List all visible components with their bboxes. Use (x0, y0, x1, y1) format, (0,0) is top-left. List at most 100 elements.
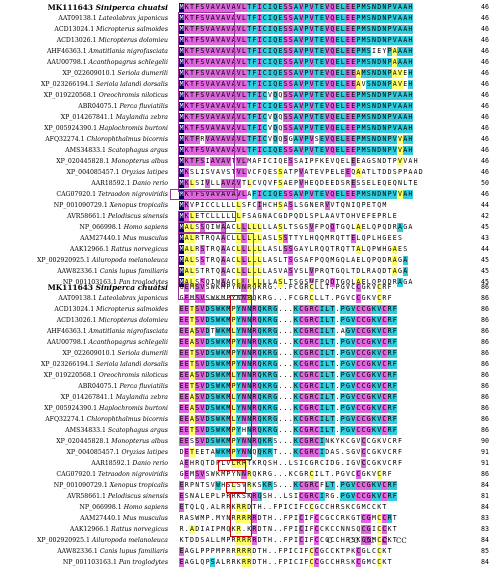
residue: L (236, 256, 242, 265)
residue: S (194, 382, 200, 391)
residue: E (184, 393, 190, 402)
residue: A (355, 278, 361, 287)
residue: G (366, 492, 372, 501)
residue: T (356, 514, 361, 522)
residue: P (231, 426, 237, 435)
residue: K (220, 316, 226, 325)
residue: E (184, 316, 190, 325)
residue: L (251, 267, 257, 276)
residue: V (199, 283, 205, 292)
residue: V (324, 91, 330, 100)
residue: E (340, 157, 345, 165)
residue: C (366, 459, 371, 467)
residue: P (303, 190, 309, 199)
residue: Q (257, 349, 263, 358)
residue: K (262, 404, 268, 413)
residue: E (184, 459, 190, 468)
residue: C (361, 382, 367, 391)
residue: L (236, 267, 242, 276)
residue: C (366, 448, 371, 456)
residue: T (184, 536, 189, 544)
residue: E (350, 102, 356, 111)
residue: V (350, 349, 356, 358)
residue: A (226, 267, 231, 275)
residue: C (298, 437, 304, 446)
residue: C (314, 415, 320, 424)
residue: S (199, 278, 205, 287)
residue: L (283, 278, 288, 286)
residue: C (298, 371, 304, 380)
residue: S (257, 481, 262, 489)
residue: V (236, 80, 242, 89)
residue: E (277, 58, 283, 67)
residue: E (179, 338, 185, 347)
residue: P (377, 223, 382, 231)
residue: L (257, 256, 263, 265)
residue: V (247, 168, 252, 176)
residue: R (304, 283, 309, 291)
residue: V (309, 69, 315, 78)
residue: E (335, 113, 341, 122)
residue: T (330, 267, 335, 275)
residue: L (371, 234, 376, 242)
residue: E (184, 349, 190, 358)
sequence-label: AAM27440.1 Mus musculus (80, 233, 168, 244)
residue: C (345, 437, 350, 445)
residue: R (246, 470, 252, 479)
residue: R (246, 481, 252, 490)
residue: A (184, 514, 189, 522)
residue: R (319, 201, 324, 209)
residue: V (324, 113, 330, 122)
residue: E (179, 382, 185, 391)
residue: E (350, 179, 356, 188)
residue: S (288, 91, 294, 100)
residue: P (215, 459, 220, 467)
residue: Q (262, 459, 267, 467)
residue: R (335, 503, 340, 511)
residue: G (351, 514, 356, 522)
residue: V (309, 278, 315, 287)
residue: V (257, 179, 262, 187)
residue: G (371, 459, 376, 467)
residue: G (345, 338, 351, 347)
residue: N (236, 283, 241, 291)
residue: C (314, 305, 320, 314)
residue: T (231, 168, 236, 176)
residue: S (356, 179, 361, 187)
residue: T (377, 168, 382, 176)
residue: S (247, 212, 252, 220)
residue: T (200, 212, 205, 220)
residue: R (309, 371, 315, 380)
residue: T (329, 316, 335, 325)
residue: T (189, 47, 195, 56)
residue: I (262, 157, 267, 165)
residue: R (309, 404, 315, 413)
residue: E (345, 190, 351, 199)
residue: G (361, 470, 366, 478)
residue: V (356, 212, 361, 220)
residue: F (392, 415, 398, 424)
residue: L (278, 256, 283, 264)
residue: I (293, 536, 298, 544)
residue: V (345, 294, 350, 302)
residue: V (236, 36, 242, 45)
residue: A (195, 492, 200, 500)
residue: F (241, 212, 246, 220)
alignment-row: ACD13024.1 Micropterus salmoides M K T F S V A V… (0, 24, 502, 35)
species-name: Scatophagus argus (107, 147, 168, 154)
cysteine-mark: CC (348, 537, 359, 545)
sequence-label: AAK12966.1 Rattus norvegicus (70, 524, 168, 535)
residue: T (387, 157, 392, 165)
residue: K (184, 124, 190, 133)
residue: V (309, 47, 315, 56)
residue: Q (272, 36, 278, 45)
residue: V (199, 371, 205, 380)
residue: . (283, 283, 288, 291)
residue: G (272, 338, 278, 347)
residue: P (210, 492, 215, 500)
species-name: Amatitlania nigrofasciata (88, 48, 168, 55)
residue: L (351, 223, 356, 231)
sequence-label: AAR18592.1 Danio rerio (91, 178, 168, 189)
residue: L (324, 327, 330, 336)
residue: P (309, 157, 314, 165)
